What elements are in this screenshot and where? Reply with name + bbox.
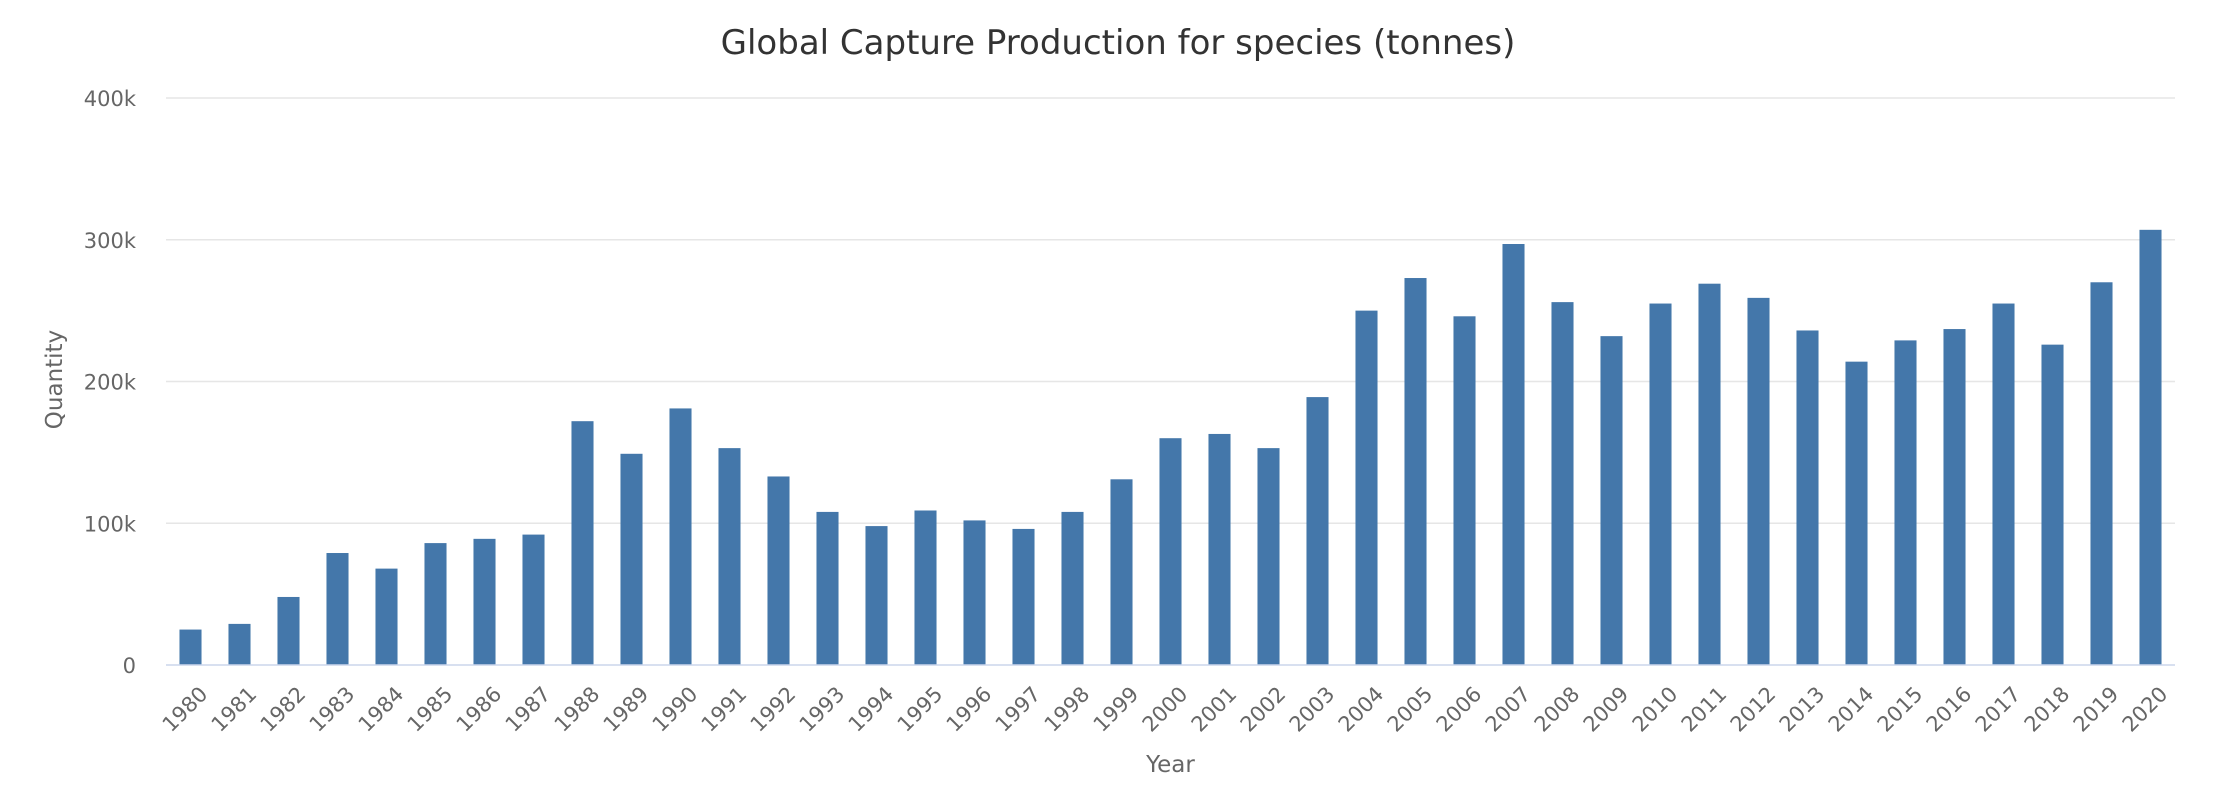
x-tick-label: 1994 — [844, 682, 899, 737]
x-tick-label: 1992 — [746, 682, 801, 737]
x-tick-label: 1999 — [1089, 682, 1144, 737]
bar[interactable] — [2041, 344, 2064, 665]
chart-title: Global Capture Production for species (t… — [721, 23, 1516, 63]
x-tick-label: 1981 — [207, 682, 262, 737]
x-tick-label: 2014 — [1824, 682, 1879, 737]
bar[interactable] — [816, 511, 839, 665]
x-tick-label: 1988 — [550, 682, 605, 737]
y-tick-label: 400k — [84, 87, 137, 111]
bar[interactable] — [473, 538, 496, 665]
x-tick-label: 2016 — [1922, 682, 1977, 737]
x-tick-label: 1989 — [599, 682, 654, 737]
x-tick-label: 2020 — [2118, 682, 2173, 737]
bar[interactable] — [1257, 448, 1280, 665]
bar[interactable] — [963, 520, 986, 665]
x-tick-label: 1980 — [158, 682, 213, 737]
y-axis-ticks: 0 100k 200k 300k 400k — [84, 87, 137, 678]
x-tick-label: 1998 — [1040, 682, 1095, 737]
bar[interactable] — [1600, 336, 1623, 665]
x-tick-label: 2000 — [1138, 682, 1193, 737]
x-tick-label: 2002 — [1236, 682, 1291, 737]
bar[interactable] — [1649, 303, 1672, 665]
bar[interactable] — [1747, 297, 1770, 665]
bar[interactable] — [1845, 361, 1868, 665]
y-tick-label: 0 — [123, 654, 136, 678]
x-tick-label: 2006 — [1432, 682, 1487, 737]
bar[interactable] — [2139, 229, 2162, 665]
x-tick-label: 2013 — [1775, 682, 1830, 737]
bar[interactable] — [1551, 302, 1574, 665]
x-tick-label: 2019 — [2069, 682, 2124, 737]
x-tick-label: 2004 — [1334, 682, 1389, 737]
bar[interactable] — [865, 526, 888, 665]
bar[interactable] — [1992, 303, 2015, 665]
bar[interactable] — [375, 568, 398, 665]
bar[interactable] — [1943, 329, 1966, 665]
bar[interactable] — [1012, 528, 1035, 665]
bar[interactable] — [1894, 340, 1917, 665]
bars — [179, 229, 2162, 665]
bar[interactable] — [2090, 282, 2113, 665]
x-tick-label: 1993 — [795, 682, 850, 737]
x-tick-label: 1982 — [256, 682, 311, 737]
x-tick-label: 2009 — [1579, 682, 1634, 737]
x-tick-label: 1997 — [991, 682, 1046, 737]
bar[interactable] — [1796, 330, 1819, 665]
bar[interactable] — [1110, 479, 1133, 665]
bar[interactable] — [1453, 316, 1476, 665]
x-tick-label: 2017 — [1971, 682, 2026, 737]
x-tick-label: 2007 — [1481, 682, 1536, 737]
bar[interactable] — [277, 596, 300, 665]
bar[interactable] — [718, 448, 741, 665]
bar[interactable] — [228, 623, 251, 665]
y-tick-label: 100k — [84, 512, 137, 536]
x-tick-label: 2001 — [1187, 682, 1242, 737]
bar[interactable] — [1502, 244, 1525, 665]
x-axis-title: Year — [1145, 752, 1195, 778]
bar[interactable] — [767, 476, 790, 665]
x-tick-label: 2005 — [1383, 682, 1438, 737]
x-tick-label: 1991 — [697, 682, 752, 737]
bar[interactable] — [1355, 310, 1378, 665]
bar[interactable] — [179, 629, 202, 665]
bar[interactable] — [1306, 397, 1329, 665]
x-tick-label: 2011 — [1677, 682, 1732, 737]
bar[interactable] — [1208, 433, 1231, 665]
x-tick-label: 1995 — [893, 682, 948, 737]
x-tick-label: 1987 — [501, 682, 556, 737]
x-tick-label: 2018 — [2020, 682, 2075, 737]
x-tick-label: 1986 — [452, 682, 507, 737]
x-tick-label: 2010 — [1628, 682, 1683, 737]
bar[interactable] — [1698, 283, 1721, 665]
x-tick-label: 2008 — [1530, 682, 1585, 737]
x-tick-label: 1984 — [354, 682, 409, 737]
x-tick-label: 2012 — [1726, 682, 1781, 737]
y-tick-label: 300k — [84, 229, 137, 253]
x-tick-label: 1983 — [305, 682, 360, 737]
x-tick-label: 1996 — [942, 682, 997, 737]
bar[interactable] — [326, 553, 349, 665]
y-axis-title: Quantity — [42, 330, 68, 429]
bar[interactable] — [914, 510, 937, 665]
x-axis-ticks: 1980198119821983198419851986198719881989… — [158, 682, 2173, 737]
bar[interactable] — [669, 408, 692, 665]
bar[interactable] — [1159, 438, 1182, 665]
x-tick-label: 1985 — [403, 682, 458, 737]
bar[interactable] — [1404, 278, 1427, 665]
x-tick-label: 2003 — [1285, 682, 1340, 737]
x-tick-label: 2015 — [1873, 682, 1928, 737]
bar[interactable] — [571, 421, 594, 665]
x-tick-label: 1990 — [648, 682, 703, 737]
bar[interactable] — [424, 543, 447, 665]
bar[interactable] — [620, 453, 643, 665]
bar[interactable] — [522, 534, 545, 665]
bar[interactable] — [1061, 511, 1084, 665]
y-tick-label: 200k — [84, 371, 137, 395]
